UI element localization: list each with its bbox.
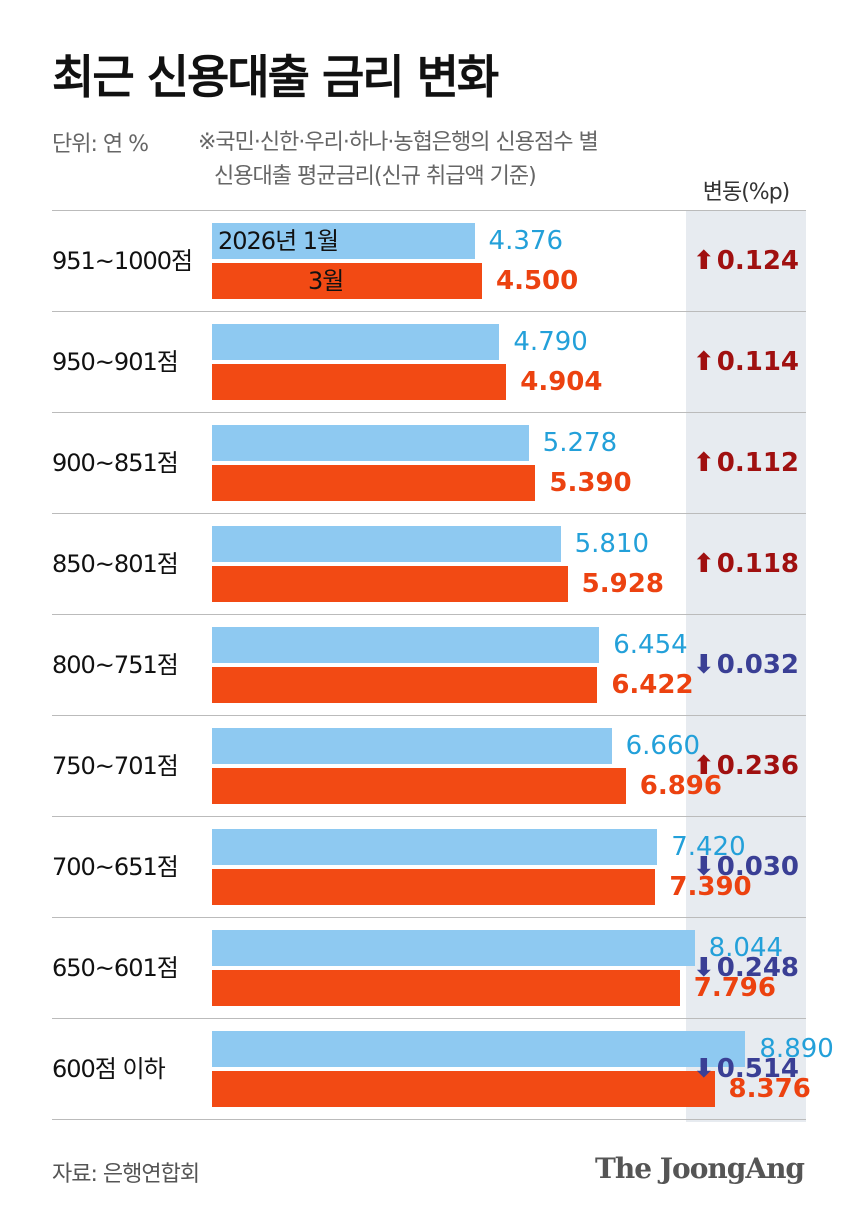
- table-row: 650~601점 8.044 7.796 ⬇0.248: [52, 918, 806, 1019]
- publisher-logo: The JoongAng: [595, 1152, 805, 1185]
- bar-mar: [212, 869, 656, 905]
- bar-jan: [212, 1031, 746, 1067]
- change-number: 0.114: [716, 347, 800, 377]
- arrow-down-icon: ⬇: [692, 1054, 715, 1084]
- change-number: 0.030: [716, 852, 800, 882]
- arrow-up-icon: ⬆: [692, 751, 715, 781]
- category-label: 950~901점: [52, 348, 179, 376]
- change-number: 0.514: [716, 1054, 800, 1084]
- bar-mar: [212, 566, 568, 602]
- bar-mar: [212, 263, 482, 299]
- data-label-jan: 8.890: [759, 1034, 834, 1064]
- chart-title: 최근 신용대출 금리 변화: [52, 50, 499, 104]
- data-label-mar: 4.500: [496, 266, 579, 296]
- bar-jan: [212, 829, 658, 865]
- data-label-jan: 4.376: [488, 226, 563, 256]
- category-label: 900~851점: [52, 449, 179, 477]
- arrow-up-icon: ⬆: [692, 246, 715, 276]
- change-value: ⬆0.124: [686, 211, 806, 311]
- change-column-background: [686, 210, 806, 1122]
- bar-jan: [212, 324, 500, 360]
- change-number: 0.112: [716, 448, 800, 478]
- data-label-mar: 6.422: [611, 670, 694, 700]
- arrow-up-icon: ⬆: [692, 448, 715, 478]
- bar-jan: [212, 223, 475, 259]
- category-label: 750~701점: [52, 752, 179, 780]
- chart-note: ※국민·신한·우리·하나·농협은행의 신용점수 별 신용대출 평균금리(신규 취…: [198, 126, 599, 194]
- data-label-mar: 4.904: [520, 367, 603, 397]
- bar-mar: [212, 970, 680, 1006]
- table-row: 951~1000점 4.376 4.500 2026년 1월 3월 ⬆0.124: [52, 211, 806, 312]
- bar-chart: 951~1000점 4.376 4.500 2026년 1월 3월 ⬆0.124 950~9…: [52, 210, 834, 1120]
- source-note: 자료: 은행연합회: [52, 1162, 200, 1187]
- data-label-mar: 7.796: [693, 973, 776, 1003]
- bar-jan: [212, 930, 695, 966]
- change-number: 0.124: [716, 246, 800, 276]
- bar-mar: [212, 667, 598, 703]
- category-label: 650~601점: [52, 954, 179, 982]
- legend-jan: 2026년 1월: [218, 227, 339, 255]
- unit-label: 단위: 연 %: [52, 132, 149, 157]
- data-label-jan: 6.454: [613, 630, 688, 660]
- bar-jan: [212, 728, 612, 764]
- change-value: ⬇0.030: [686, 817, 806, 917]
- table-row: 750~701점 6.660 6.896 ⬆0.236: [52, 716, 806, 817]
- bar-jan: [212, 627, 600, 663]
- change-value: ⬇0.514: [686, 1019, 806, 1119]
- change-value: ⬆0.114: [686, 312, 806, 412]
- arrow-up-icon: ⬆: [692, 549, 715, 579]
- data-label-mar: 5.390: [549, 468, 632, 498]
- change-value: ⬇0.032: [686, 615, 806, 715]
- data-label-jan: 4.790: [513, 327, 588, 357]
- data-label-jan: 5.810: [574, 529, 650, 559]
- category-label: 800~751점: [52, 651, 179, 679]
- change-value: ⬇0.248: [686, 918, 806, 1018]
- arrow-up-icon: ⬆: [692, 347, 715, 377]
- data-label-mar: 6.896: [639, 771, 722, 801]
- change-value: ⬆0.112: [686, 413, 806, 513]
- data-label-jan: 8.044: [708, 933, 784, 963]
- change-column-header: 변동(%p): [702, 180, 791, 205]
- change-number: 0.248: [716, 953, 800, 983]
- category-label: 600점 이하: [52, 1055, 166, 1083]
- category-label: 951~1000점: [52, 247, 193, 275]
- table-row: 900~851점 5.278 5.390 ⬆0.112: [52, 413, 806, 514]
- bar-mar: [212, 465, 536, 501]
- table-row: 850~801점 5.810 5.928 ⬆0.118: [52, 514, 806, 615]
- data-label-mar: 5.928: [581, 569, 664, 599]
- note-line-1: ※국민·신한·우리·하나·농협은행의 신용점수 별: [198, 130, 599, 155]
- bar-mar: [212, 364, 507, 400]
- table-row: 700~651점 7.420 7.390 ⬇0.030: [52, 817, 806, 918]
- bar-mar: [212, 1071, 715, 1107]
- arrow-down-icon: ⬇: [692, 852, 715, 882]
- note-line-2: 신용대출 평균금리(신규 취급액 기준): [214, 164, 537, 189]
- legend-mar: 3월: [308, 267, 344, 295]
- change-number: 0.236: [716, 751, 800, 781]
- data-label-jan: 7.420: [671, 832, 746, 862]
- arrow-down-icon: ⬇: [692, 650, 715, 680]
- bar-mar: [212, 768, 626, 804]
- bar-jan: [212, 526, 561, 562]
- data-label-jan: 6.660: [625, 731, 701, 761]
- data-label-mar: 7.390: [669, 872, 752, 902]
- data-label-mar: 8.376: [728, 1074, 811, 1104]
- data-label-jan: 5.278: [542, 428, 618, 458]
- category-label: 850~801점: [52, 550, 179, 578]
- arrow-down-icon: ⬇: [692, 953, 715, 983]
- table-row: 800~751점 6.454 6.422 ⬇0.032: [52, 615, 806, 716]
- change-value: ⬆0.236: [686, 716, 806, 816]
- bar-jan: [212, 425, 529, 461]
- table-row: 600점 이하 8.890 8.376 ⬇0.514: [52, 1019, 834, 1120]
- change-number: 0.032: [716, 650, 800, 680]
- change-value: ⬆0.118: [686, 514, 806, 614]
- table-row: 950~901점 4.790 4.904 ⬆0.114: [52, 312, 806, 413]
- change-number: 0.118: [716, 549, 800, 579]
- category-label: 700~651점: [52, 853, 179, 881]
